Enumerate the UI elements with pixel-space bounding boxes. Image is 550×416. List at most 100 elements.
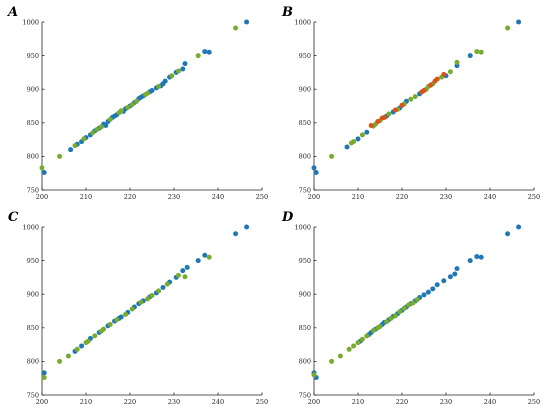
y-tick-label-b: 800 [299,153,311,161]
data-point-green [375,325,381,331]
axes-b [313,22,534,191]
y-tick-label-a: 950 [27,52,39,60]
data-point-green [175,68,181,74]
y-tick-label-c: 850 [27,324,39,332]
y-tick-label-b: 850 [299,119,311,127]
data-point-green [412,94,418,100]
y-tick-label-a: 850 [27,119,39,127]
data-point-blue [68,147,74,153]
data-point-green [182,274,188,280]
x-tick-label-d: 210 [352,398,364,406]
data-point-green [346,346,352,352]
data-point-red [375,118,381,124]
data-point-green [114,317,120,323]
data-point-green [355,340,361,346]
data-point-blue [452,271,458,277]
data-point-blue [467,258,473,264]
data-point-green [81,136,87,142]
data-point-green [392,313,398,319]
panel-b: B 200 210 220 230 240 250 750 800 850 900 950 1000 [281,5,540,201]
x-tick-label-c: 230 [168,398,180,406]
data-point-green [129,306,135,312]
data-point-green [98,328,104,334]
data-point-blue [112,113,118,119]
data-point-green [478,49,484,55]
data-point-green [397,309,403,315]
panel-label-d: D [281,210,294,225]
data-point-green [195,53,201,59]
data-point-blue [41,370,47,376]
data-point-green [364,333,370,339]
data-point-green [90,130,96,136]
data-point-green [156,84,162,90]
data-point-green [337,353,343,359]
x-tick-label-c: 250 [256,398,268,406]
data-point-green [406,302,412,308]
data-point-blue [454,266,460,272]
data-point-green [98,124,104,130]
data-point-blue [41,170,47,176]
data-point-blue [180,268,186,274]
data-point-blue [505,231,511,237]
data-point-green [348,140,354,146]
panel-d: D 200 210 220 230 240 250 750 800 850 900 950 1000 [281,210,540,406]
data-point-green [474,49,480,55]
axes-d [313,227,534,396]
data-point-blue [160,81,166,87]
data-point-green [57,153,63,159]
data-point-green [39,165,45,171]
x-tick-label-b: 250 [528,193,540,201]
panel-c: C 200 210 220 230 240 250 750 800 850 900 950 1000 [8,210,268,406]
data-point-blue [355,136,361,142]
data-point-blue [244,19,250,25]
data-point-blue [447,274,453,280]
data-point-blue [202,49,208,55]
data-point-red [399,102,405,108]
y-tick-label-d: 950 [299,257,311,265]
y-tick-label-c: 950 [27,257,39,265]
data-point-green [129,102,135,108]
y-tick-label-c: 800 [27,358,39,366]
y-tick-label-d: 1000 [294,223,311,231]
x-tick-label-a: 200 [36,193,48,201]
data-point-red [368,122,374,128]
data-point-blue [202,252,208,258]
data-point-blue [149,88,155,94]
data-point-green [85,338,91,344]
x-tick-label-c: 240 [212,398,224,406]
data-point-green [74,346,80,352]
x-tick-label-b: 220 [396,193,408,201]
data-point-red [419,89,425,95]
data-point-green [92,333,98,339]
data-point-green [175,272,181,278]
data-point-blue [184,264,190,270]
data-point-green [107,321,113,327]
axes-a [41,22,262,191]
data-point-green [351,343,357,349]
x-tick-label-d: 200 [308,398,320,406]
x-tick-label-d: 230 [440,398,452,406]
data-point-green [149,293,155,299]
y-tick-label-a: 800 [27,153,39,161]
data-point-green [94,127,100,133]
y-tick-label-d: 750 [299,391,311,399]
data-point-blue [233,231,239,237]
data-point-green [164,281,170,287]
data-point-green [123,311,129,317]
y-tick-label-d: 900 [299,291,311,299]
data-point-green [370,327,376,333]
x-tick-label-d: 250 [528,398,540,406]
data-point-blue [79,343,85,349]
data-point-blue [138,94,144,100]
panel-a: A 200 210 220 230 240 250 750 800 850 900 950 1000 [6,5,268,201]
data-point-blue [206,49,212,55]
x-tick-label-a: 210 [80,193,92,201]
y-tick-label-a: 750 [27,186,39,194]
x-tick-label-a: 220 [124,193,136,201]
x-tick-label-c: 210 [80,398,92,406]
x-tick-label-c: 200 [36,398,48,406]
data-point-blue [421,292,427,298]
data-point-blue [160,284,166,290]
data-point-blue [467,53,473,59]
x-tick-label-d: 220 [396,398,408,406]
